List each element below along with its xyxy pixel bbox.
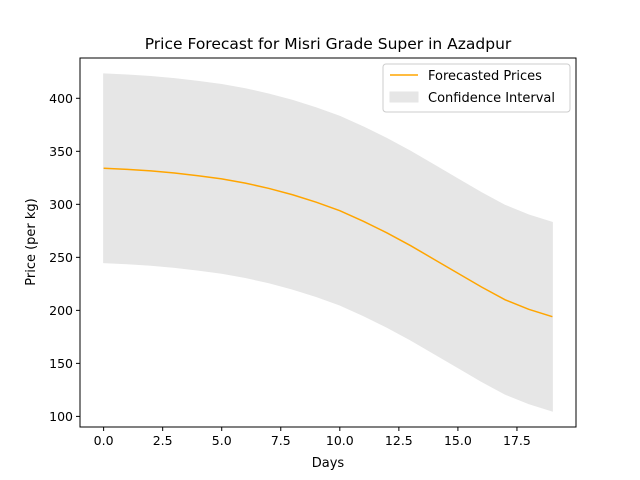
x-tick-label: 12.5 <box>385 433 413 448</box>
y-tick-label: 400 <box>49 91 73 106</box>
x-axis-label: Days <box>312 456 345 471</box>
legend-label-confidence: Confidence Interval <box>428 91 555 106</box>
x-tick-label: 0.0 <box>94 433 114 448</box>
plot-area <box>103 73 553 412</box>
x-tick-label: 7.5 <box>271 433 291 448</box>
y-tick-label: 300 <box>49 197 73 212</box>
x-tick-label: 2.5 <box>153 433 173 448</box>
legend: Forecasted Prices Confidence Interval <box>382 63 571 113</box>
x-tick-label: 5.0 <box>212 433 232 448</box>
legend-box <box>382 63 571 113</box>
legend-swatch-confidence <box>389 91 419 103</box>
y-tick-label: 200 <box>49 303 73 318</box>
y-tick-label: 150 <box>49 356 73 371</box>
confidence-interval-band <box>103 73 553 412</box>
x-tick-label: 10.0 <box>326 433 354 448</box>
legend-label-forecast: Forecasted Prices <box>428 69 542 84</box>
y-axis-label: Price (per kg) <box>24 198 39 286</box>
x-tick-label: 17.5 <box>503 433 531 448</box>
x-tick-label: 15.0 <box>444 433 472 448</box>
plot-frame <box>79 57 577 428</box>
y-axis: 100 150 200 250 300 350 400 <box>49 91 80 424</box>
y-tick-label: 100 <box>49 409 73 424</box>
chart-title: Price Forecast for Misri Grade Super in … <box>145 35 512 53</box>
y-tick-label: 350 <box>49 144 73 159</box>
x-axis: 0.0 2.5 5.0 7.5 10.0 12.5 15.0 17.5 <box>94 427 531 448</box>
y-tick-label: 250 <box>49 250 73 265</box>
forecast-line <box>103 167 553 318</box>
